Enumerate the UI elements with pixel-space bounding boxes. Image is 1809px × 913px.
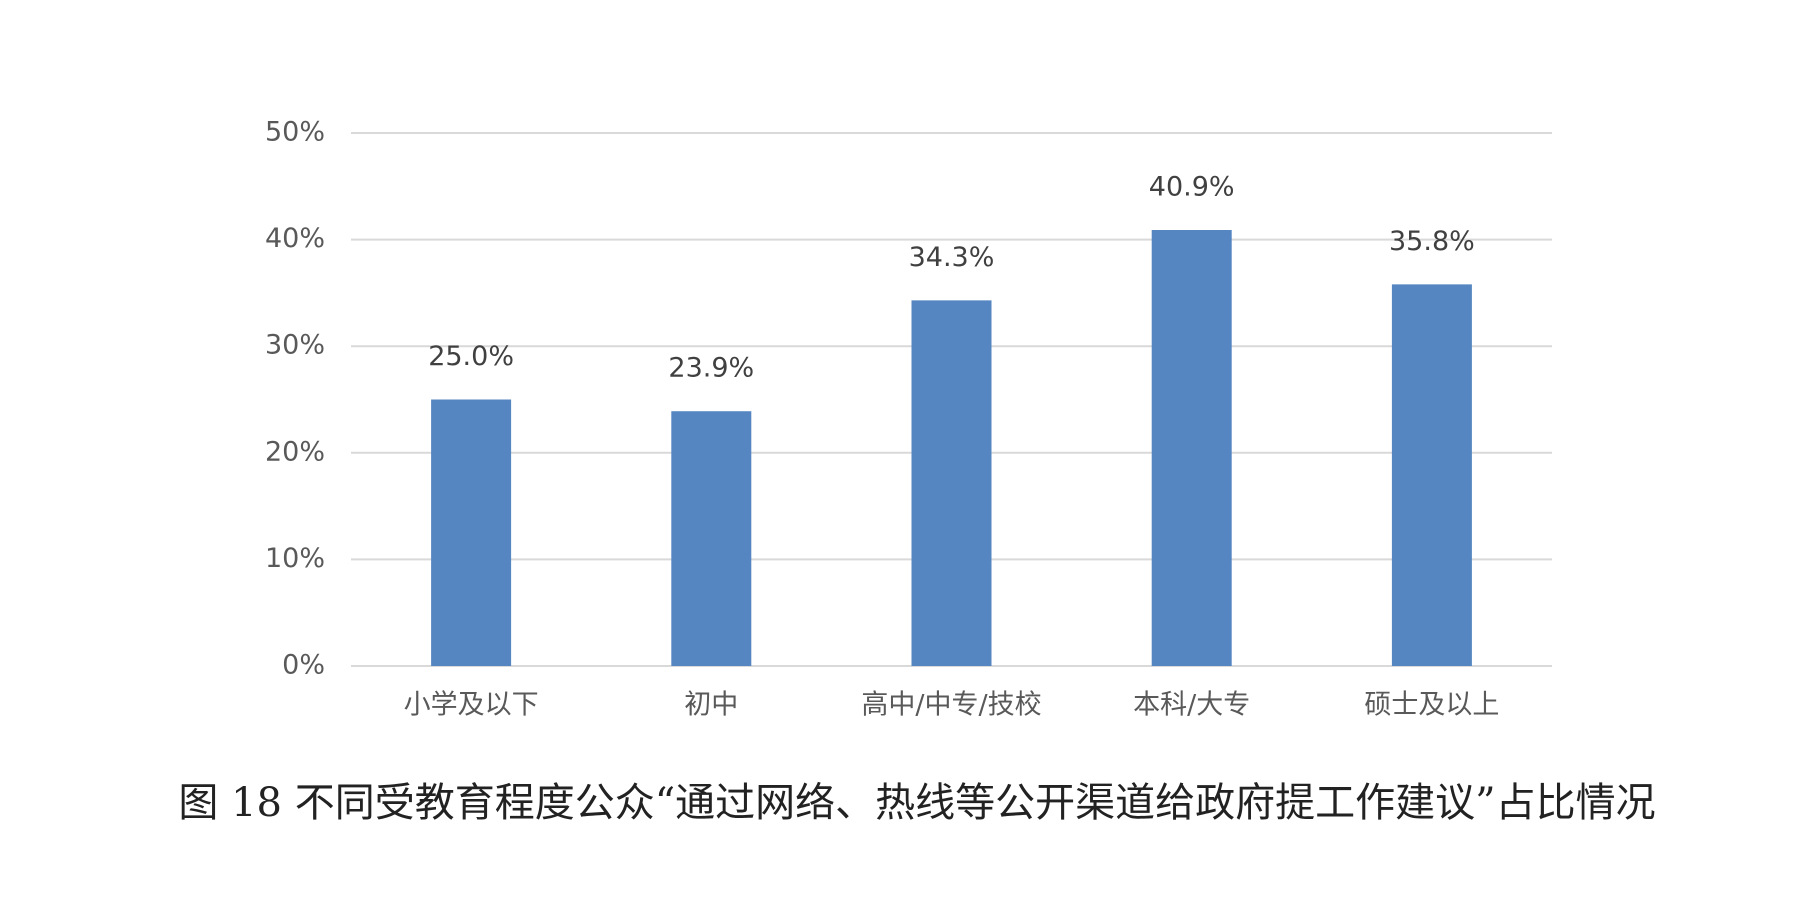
x-tick-label: 初中 xyxy=(684,690,738,721)
chart-title: 图 18 不同受教育程度公众“通过网络、热线等公开渠道给政府提工作建议”占比情况 xyxy=(178,780,1655,826)
data-label: 35.8% xyxy=(1389,226,1475,257)
bar xyxy=(1391,284,1472,666)
y-tick-label: 10% xyxy=(265,543,325,574)
data-label: 40.9% xyxy=(1149,172,1235,203)
bar xyxy=(671,411,752,666)
y-tick-label: 0% xyxy=(282,650,325,681)
x-tick-label: 本科/大专 xyxy=(1133,690,1250,721)
x-tick-label: 小学及以下 xyxy=(404,690,539,721)
data-label: 23.9% xyxy=(668,353,754,384)
bar xyxy=(911,300,992,666)
y-tick-label: 20% xyxy=(265,436,325,467)
x-tick-label: 高中/中专/技校 xyxy=(861,690,1041,721)
x-tick-label: 硕士及以上 xyxy=(1364,690,1499,721)
y-tick-label: 30% xyxy=(265,330,325,361)
data-label: 25.0% xyxy=(428,341,514,372)
y-tick-label: 50% xyxy=(265,117,325,148)
bar xyxy=(431,399,512,666)
bar xyxy=(1151,230,1232,667)
data-label: 34.3% xyxy=(909,242,995,273)
y-tick-label: 40% xyxy=(265,223,325,254)
